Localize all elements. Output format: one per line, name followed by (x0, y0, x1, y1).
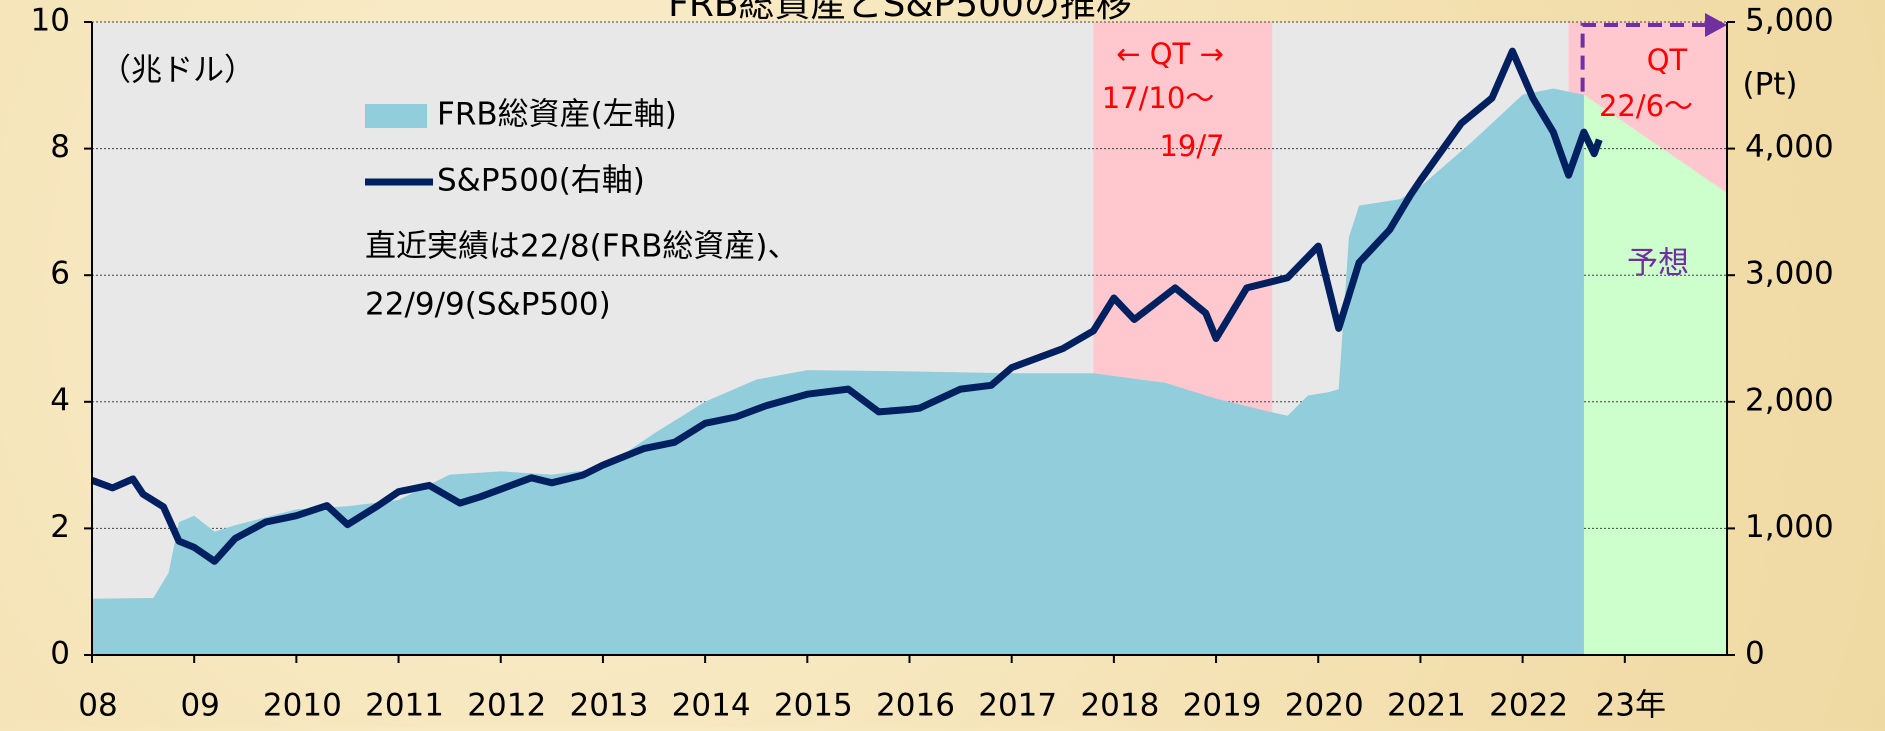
y-tick-label: 10 (31, 3, 70, 39)
y-tick-label: 8 (50, 129, 70, 165)
x-tick-label: 23年 (1596, 688, 1666, 724)
x-tick-label: 2022 (1489, 688, 1568, 724)
y2-tick-label: 1,000 (1745, 509, 1834, 545)
x-tick-label: 2012 (467, 688, 546, 724)
qt-label: 19/7 (1159, 129, 1224, 163)
qt-label: 22/6～ (1599, 89, 1693, 123)
forecast-area (1583, 94, 1727, 656)
x-tick-label: 2020 (1285, 688, 1364, 724)
line (90, 47, 1603, 565)
qt-label: QT (1647, 43, 1688, 77)
y2-tick-label: 0 (1745, 636, 1765, 672)
forecast-label: 予想 (1627, 246, 1689, 282)
x-tick-label: 2013 (569, 688, 648, 724)
qt-arrowhead (1705, 13, 1727, 37)
area (92, 88, 1584, 655)
x-tick-label: 2018 (1080, 688, 1159, 724)
y2-tick-label: 5,000 (1745, 3, 1834, 39)
legend-label: FRB総資産(左軸) (437, 97, 677, 133)
x-tick-label: 2011 (365, 688, 444, 724)
y2-axis-label: (Pt) (1742, 67, 1797, 103)
x-tick-label: 2010 (263, 688, 342, 724)
x-tick-label: 2021 (1387, 688, 1466, 724)
y2-tick-label: 4,000 (1745, 129, 1834, 165)
x-tick-label: 09 (180, 688, 219, 724)
y2-tick-label: 2,000 (1745, 382, 1834, 418)
qt-arrow (1580, 23, 1707, 92)
y-tick-label: 6 (50, 256, 70, 292)
legend-swatch (365, 104, 427, 128)
y2-tick-label: 3,000 (1745, 256, 1834, 292)
x-tick-label: 2015 (774, 688, 853, 724)
y-tick-label: 4 (50, 382, 70, 418)
legend-label: S&P500(右軸) (437, 163, 645, 199)
x-tick-label: 08 (78, 688, 117, 724)
qt-label: ← QT → (1116, 37, 1224, 71)
x-tick-label: 2014 (672, 688, 751, 724)
qt-label: 17/10～ (1102, 81, 1215, 115)
chart-title: FRB総資産とS&P500の推移 (668, 0, 1132, 25)
y-tick-label: 0 (50, 636, 70, 672)
note: 22/9/9(S&P500) (365, 287, 611, 323)
x-tick-label: 2016 (876, 688, 955, 724)
y-axis-label: （兆ドル） (100, 53, 255, 89)
y-tick-label: 2 (50, 509, 70, 545)
x-tick-label: 2019 (1183, 688, 1262, 724)
note: 直近実績は22/8(FRB総資産)、 (365, 229, 798, 265)
x-tick-label: 2017 (978, 688, 1057, 724)
